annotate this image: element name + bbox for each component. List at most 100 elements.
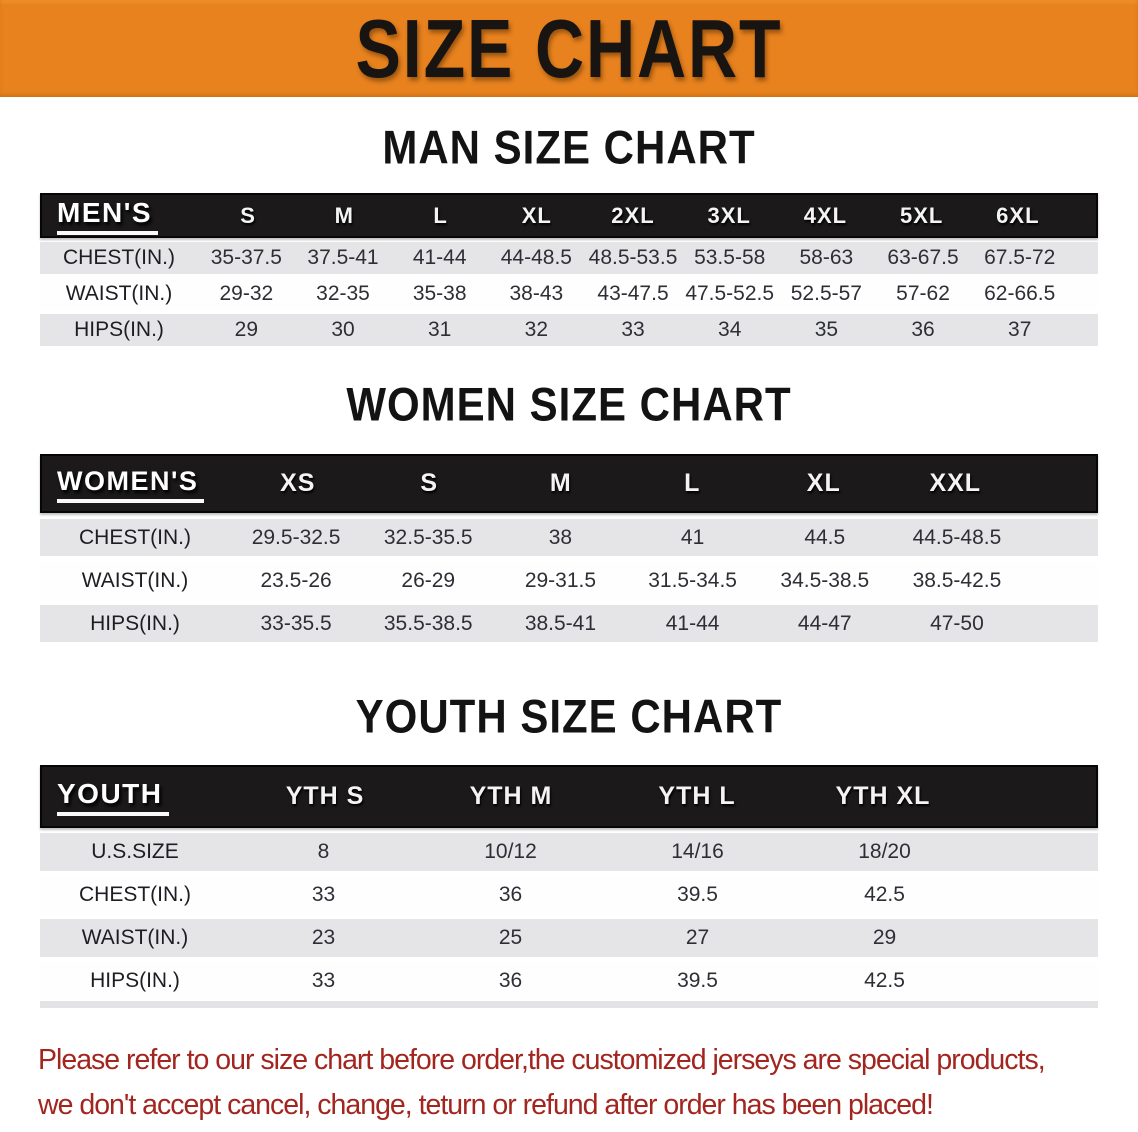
cell-value: 63-67.5 [887,246,959,270]
table-row: U.S.SIZE 8 10/12 14/16 18/20 [40,833,1098,872]
footnote: Please refer to our size chart before or… [38,1038,1100,1128]
men-size-table: MEN'S S M L XL 2XL 3XL 4XL 5XL 6XL CHEST(IN.) 35-37… [40,193,1098,347]
cell-value: 47.5-52.5 [685,282,775,306]
table-corner-label: WOMEN'S [57,465,205,503]
women-section-heading: WOMEN SIZE CHART [346,378,792,431]
cell-value: 35 [814,318,839,342]
section-men: MAN SIZE CHART MEN'S S M L XL 2XL 3XL 4XL 5XL 6XL… [0,121,1138,347]
row-spacer [1023,580,1098,581]
cell-value: 67.5-72 [984,246,1056,270]
header-spacer [976,796,1096,797]
cell-value: 25 [498,926,523,950]
cell-value: 29 [872,926,897,950]
cell-value: 34.5-38.5 [780,568,870,592]
cell-value: 30 [331,318,355,342]
column-header: L [684,469,701,498]
footnote-line-1: Please refer to our size chart before or… [38,1044,1046,1077]
header-spacer [1066,215,1096,216]
cell-value: 31.5-34.5 [648,568,737,592]
cell-value: 35-37.5 [210,246,282,270]
table-row: WAIST(IN.) 23 25 27 29 [40,919,1098,958]
cell-value: 44-48.5 [500,246,572,270]
row-spacer [1068,294,1098,295]
cell-value: 26-29 [401,568,456,592]
cell-value: 35.5-38.5 [383,611,473,635]
cell-value: 38-43 [509,282,564,306]
cell-value: 32.5-35.5 [383,525,473,549]
men-section-heading: MAN SIZE CHART [382,121,756,174]
column-header: XXL [929,469,982,498]
table-corner-label: MEN'S [57,196,159,236]
table-row: HIPS(IN.) 33 36 39.5 42.5 [40,962,1098,1001]
cell-value: 14/16 [671,840,724,864]
table-header-row: MEN'S S M L XL 2XL 3XL 4XL 5XL 6XL [40,193,1098,239]
column-header: 4XL [803,202,848,228]
row-label: HIPS(IN.) [74,318,164,342]
table-header-row: WOMEN'S XS S M L XL XXL [40,454,1098,514]
column-header: YTH S [285,782,365,811]
cell-value: 41 [680,525,705,549]
column-header: 2XL [611,202,655,228]
cell-value: 57-62 [896,282,950,306]
cell-value: 58-63 [799,246,854,270]
cell-value: 32 [524,318,549,342]
youth-size-table: YOUTH YTH S YTH M YTH L YTH XL U.S.SIZE 8 10/12… [40,765,1098,1008]
cell-value: 38.5-41 [524,611,597,635]
row-label: WAIST(IN.) [81,568,189,592]
cell-value: 36 [498,969,523,993]
cell-value: 44.5 [804,525,846,549]
cell-value: 29.5-32.5 [251,525,341,549]
table-row: CHEST(IN.) 33 36 39.5 42.5 [40,876,1098,915]
row-spacer [1068,330,1098,331]
cell-value: 44-47 [797,611,852,635]
table-row: CHEST(IN.) 29.5-32.5 32.5-35.5 38 41 44.5 44.5… [40,519,1098,557]
cell-value: 33 [311,969,336,993]
cell-value: 44.5-48.5 [912,525,1002,549]
table-row: WAIST(IN.) 23.5-26 26-29 29-31.5 31.5-34.5 34… [40,562,1098,600]
cell-value: 29 [234,318,259,342]
column-header: YTH M [469,782,553,811]
cell-value: 35-38 [412,282,467,306]
cell-value: 10/12 [484,840,537,864]
cell-value: 29-31.5 [524,568,597,592]
cell-value: 36 [498,883,523,907]
cell-value: 39.5 [677,969,718,993]
row-spacer [978,895,1098,896]
cell-value: 23 [311,926,336,950]
cell-value: 31 [428,318,452,342]
women-size-table: WOMEN'S XS S M L XL XXL CHEST(IN.) 29.5-32.5 32.5… [40,454,1098,643]
cell-value: 37.5-41 [307,246,379,270]
column-header: XL [521,202,552,228]
row-spacer [1023,623,1098,624]
column-header: YTH L [658,782,736,811]
column-header: XS [280,469,316,498]
cell-value: 41-44 [665,611,720,635]
cell-value: 48.5-53.5 [588,246,678,270]
table-header-row: YOUTH YTH S YTH M YTH L YTH XL [40,765,1098,829]
row-spacer [978,981,1098,982]
cell-value: 42.5 [864,883,905,907]
table-corner-cell: YOUTH [42,777,232,817]
section-women: WOMEN SIZE CHART WOMEN'S XS S M L XL XXL CHEST(… [0,378,1138,643]
row-label: HIPS(IN.) [90,611,180,635]
cell-value: 33 [621,318,645,342]
table-corner-cell: MEN'S [42,196,200,236]
row-spacer [1068,258,1098,259]
cell-value: 27 [685,926,710,950]
cell-value: 29-32 [219,282,274,306]
column-header: 3XL [707,202,751,228]
table-row: CHEST(IN.) 35-37.5 37.5-41 41-44 44-48.5 48.5… [40,242,1098,275]
section-youth: YOUTH SIZE CHART YOUTH YTH S YTH M YTH L YTH… [0,692,1138,1008]
cell-value: 23.5-26 [260,568,332,592]
column-header: YTH XL [835,782,931,811]
cell-value: 36 [911,318,935,342]
cell-value: 47-50 [930,611,984,635]
cell-value: 43-47.5 [597,282,669,306]
footnote-line-2: we don't accept cancel, change, teturn o… [38,1089,934,1122]
cell-value: 37 [1008,318,1032,342]
column-header: XL [806,469,841,498]
banner-title: SIZE CHART [355,2,783,95]
table-row: HIPS(IN.) 33-35.5 35.5-38.5 38.5-41 41-44 44-… [40,605,1098,643]
row-label: WAIST(IN.) [65,282,173,306]
cell-value: 38 [548,525,573,549]
